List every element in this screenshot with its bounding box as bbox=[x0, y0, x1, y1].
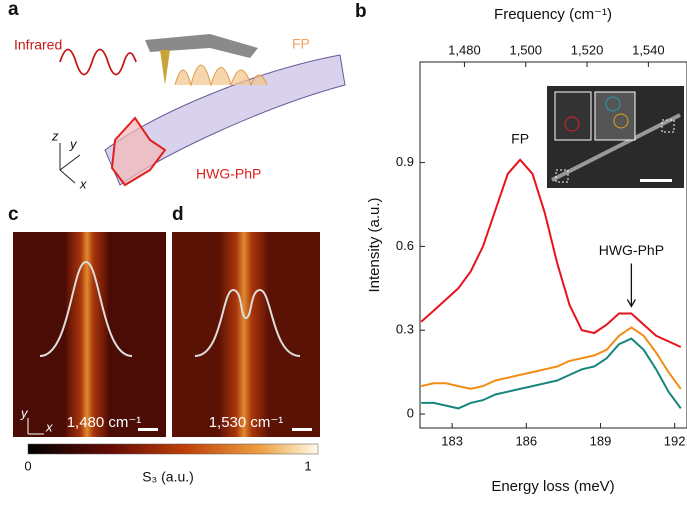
scale-bar bbox=[640, 179, 672, 182]
axis-z: z bbox=[51, 128, 59, 143]
scale-bar bbox=[138, 428, 158, 431]
inset-zoom bbox=[595, 92, 635, 140]
axis-y: y bbox=[69, 136, 78, 151]
panel-d: d 1,530 cm⁻¹ bbox=[172, 204, 320, 437]
mode-label: HWG-PhP bbox=[196, 166, 261, 182]
x2-tick-label: 1,520 bbox=[571, 42, 604, 57]
y-tick-label: 0.3 bbox=[396, 322, 414, 337]
tip bbox=[160, 50, 170, 85]
scale-bar bbox=[292, 428, 312, 431]
x2-tick-label: 1,540 bbox=[632, 42, 665, 57]
y-tick-label: 0.6 bbox=[396, 238, 414, 253]
frequency-label: 1,480 cm⁻¹ bbox=[67, 414, 142, 431]
x2-tick-label: 1,480 bbox=[448, 42, 481, 57]
heatmap-stripe bbox=[218, 232, 270, 437]
colorbar-max: 1 bbox=[304, 458, 311, 473]
panel-label: a bbox=[8, 0, 19, 20]
annotation: HWG-PhP bbox=[599, 242, 664, 258]
x2-axis-title: Frequency (cm⁻¹) bbox=[494, 6, 612, 23]
inset-zoom bbox=[555, 92, 591, 140]
panel-b: b Frequency (cm⁻¹) Energy loss (meV) Int… bbox=[355, 1, 687, 495]
colorbar-min: 0 bbox=[24, 458, 31, 473]
axis-x: x bbox=[45, 419, 53, 434]
fp-wave bbox=[175, 65, 267, 85]
y-tick-label: 0.9 bbox=[396, 154, 414, 169]
y-axis-title: Intensity (a.u.) bbox=[366, 197, 383, 292]
fp-label: FP bbox=[292, 36, 310, 52]
x-tick-label: 189 bbox=[590, 433, 612, 448]
infrared-wave bbox=[60, 50, 136, 75]
series-line bbox=[421, 327, 681, 389]
colorbar-label: S₃ (a.u.) bbox=[142, 469, 194, 485]
x-tick-label: 186 bbox=[515, 433, 537, 448]
colorbar: 0 1 S₃ (a.u.) bbox=[24, 444, 318, 485]
panel-label: d bbox=[172, 204, 184, 225]
panel-label: c bbox=[8, 204, 19, 225]
x-tick-label: 183 bbox=[441, 433, 463, 448]
figure: a Infrared FP HWG-PhP z y x c 1,480 cm⁻¹… bbox=[0, 0, 687, 501]
x-tick-label: 192 bbox=[664, 433, 686, 448]
series-line bbox=[421, 339, 681, 409]
x2-tick-label: 1,500 bbox=[509, 42, 542, 57]
annotation-arrow bbox=[627, 263, 635, 306]
y-tick-label: 0 bbox=[407, 405, 414, 420]
annotation: FP bbox=[511, 130, 529, 146]
infrared-label: Infrared bbox=[14, 37, 62, 53]
panel-c: c 1,480 cm⁻¹ y x bbox=[8, 204, 166, 437]
x-axis-title: Energy loss (meV) bbox=[491, 478, 614, 495]
frequency-label: 1,530 cm⁻¹ bbox=[209, 414, 284, 431]
colorbar-gradient bbox=[28, 444, 318, 454]
axis-x: x bbox=[79, 176, 87, 191]
panel-a: a Infrared FP HWG-PhP z y x bbox=[8, 0, 345, 191]
panel-label: b bbox=[355, 1, 367, 22]
